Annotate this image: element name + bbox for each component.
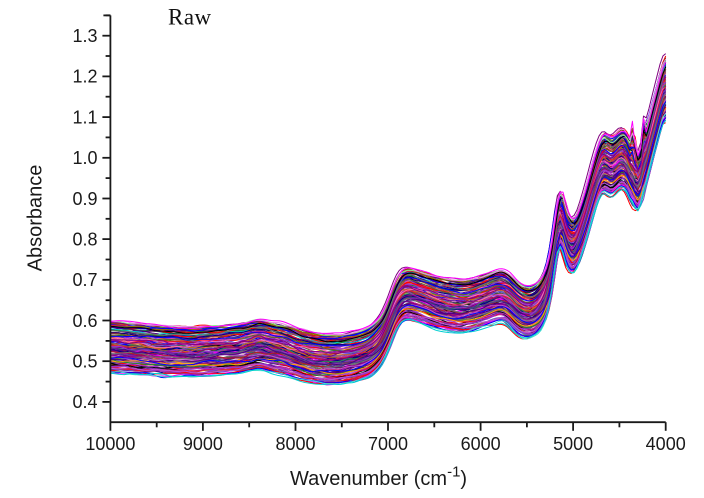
svg-text:Raw: Raw: [168, 5, 212, 30]
svg-text:0.6: 0.6: [72, 311, 97, 331]
svg-text:10000: 10000: [85, 434, 135, 454]
svg-text:5000: 5000: [553, 434, 593, 454]
svg-text:Absorbance: Absorbance: [25, 165, 47, 272]
svg-text:0.4: 0.4: [72, 392, 97, 412]
svg-text:8000: 8000: [275, 434, 315, 454]
svg-text:9000: 9000: [183, 434, 223, 454]
svg-text:0.5: 0.5: [72, 352, 97, 372]
svg-text:7000: 7000: [368, 434, 408, 454]
svg-text:Wavenumber (cm-1): Wavenumber (cm-1): [290, 464, 467, 491]
svg-text:1.0: 1.0: [72, 148, 97, 168]
svg-text:0.9: 0.9: [72, 189, 97, 209]
svg-text:0.7: 0.7: [72, 270, 97, 290]
svg-text:0.8: 0.8: [72, 229, 97, 249]
svg-text:1.3: 1.3: [72, 26, 97, 46]
svg-text:1.2: 1.2: [72, 67, 97, 87]
svg-text:1.1: 1.1: [72, 107, 97, 127]
svg-text:6000: 6000: [461, 434, 501, 454]
svg-text:4000: 4000: [646, 434, 686, 454]
